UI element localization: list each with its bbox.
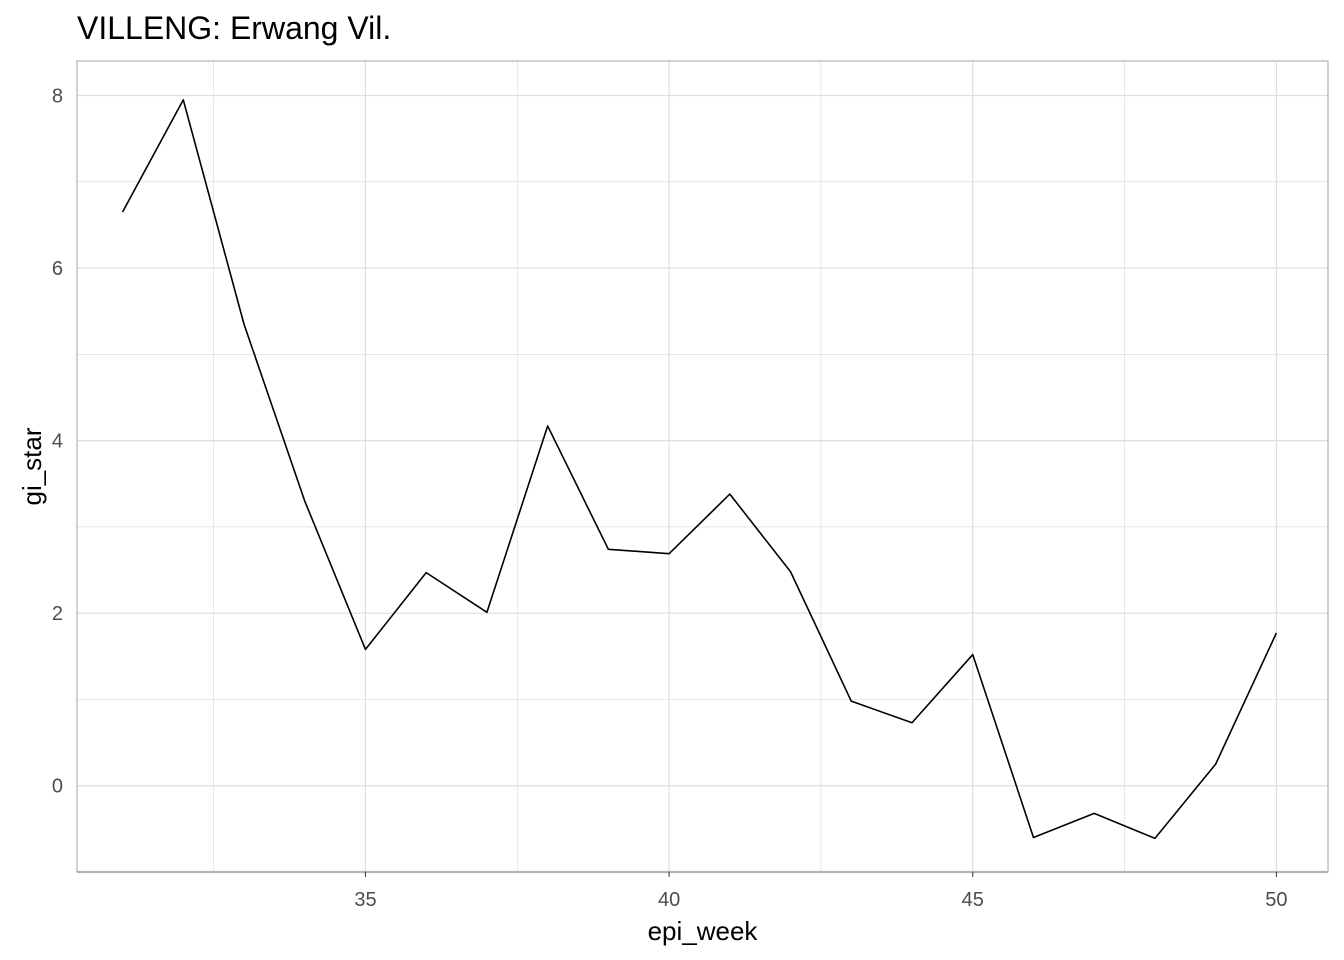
x-axis-ticks: 35 40 45 50 xyxy=(354,872,1288,911)
y-tick-label: 4 xyxy=(52,431,63,453)
minor-gridlines xyxy=(77,61,1328,872)
y-axis-title: gi_star xyxy=(17,427,47,505)
y-axis-ticks: 0 2 4 6 8 xyxy=(52,86,63,798)
major-gridlines xyxy=(77,61,1328,872)
y-tick-label: 0 xyxy=(52,776,63,798)
series-layer xyxy=(77,99,1328,874)
y-tick-label: 2 xyxy=(52,603,63,625)
series-line xyxy=(121,99,1278,840)
chart-title: VILLENG: Erwang Vil. xyxy=(77,10,392,46)
x-tick-label: 50 xyxy=(1265,889,1287,911)
y-tick-label: 8 xyxy=(52,86,63,108)
panel-border xyxy=(76,60,1329,873)
x-tick-label: 40 xyxy=(658,889,680,911)
x-tick-label: 45 xyxy=(962,889,984,911)
x-axis-title: epi_week xyxy=(648,916,759,946)
x-tick-label: 35 xyxy=(354,889,376,911)
y-tick-label: 6 xyxy=(52,258,63,280)
